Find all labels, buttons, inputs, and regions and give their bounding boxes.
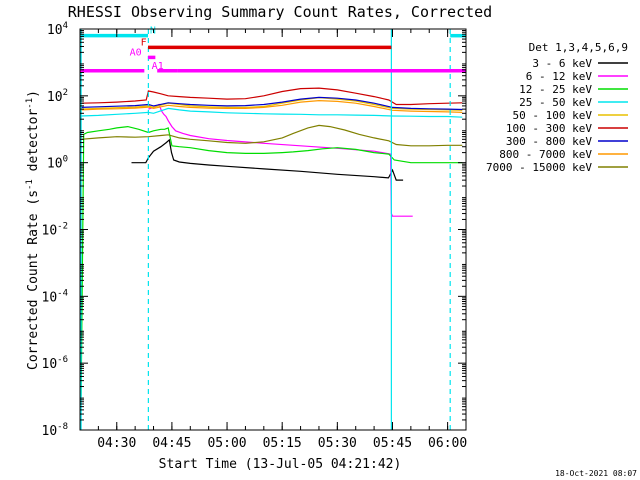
y-tick-label-3: 10-4 — [42, 288, 69, 305]
series-line-9 — [81, 124, 463, 147]
axes-layer: 04:30 04:45 05:00 05:15 05:30 05:45 06:00 10-8 1… — [42, 21, 468, 451]
flag-label-n: N — [150, 26, 156, 37]
legend-entry-label-6: 100 - 300 keV — [506, 122, 592, 135]
legend-entry-label-3: 12 - 25 keV — [519, 83, 592, 96]
series-line-8 — [81, 99, 463, 113]
flag-label-a1: A1 — [152, 61, 164, 72]
chart-title: RHESSI Observing Summary Count Rates, Co… — [68, 3, 492, 21]
legend-entry-label-7: 300 - 800 keV — [506, 135, 592, 148]
legend-entry-label-9: 7000 - 15000 keV — [486, 161, 592, 174]
series-line-5 — [81, 97, 463, 111]
series-line-6 — [81, 87, 463, 106]
series-line-7 — [81, 96, 463, 111]
legend-header: Det 1,3,4,5,6,9 — [529, 41, 628, 54]
legend-entry-label-1: 3 - 6 keV — [532, 57, 592, 70]
y-tick-label-5: 100 — [47, 155, 68, 172]
legend-entry-label-2: 6 - 12 keV — [526, 70, 593, 83]
flag-label-f: F — [141, 37, 147, 48]
series-line-4 — [81, 107, 463, 118]
legend-entry-label-5: 50 - 100 keV — [513, 109, 593, 122]
x-tick-label-6: 05:45 — [373, 436, 412, 451]
x-tick-label-4: 05:15 — [263, 436, 302, 451]
series-line-1 — [131, 138, 404, 181]
y-tick-label-2: 10-6 — [42, 355, 69, 372]
y-tick-label-4: 10-2 — [42, 222, 69, 239]
y-tick-label-1: 10-8 — [42, 422, 69, 439]
flag-label-a0: A0 — [130, 47, 142, 58]
footer-date: 18-Oct-2021 08:07 — [555, 469, 637, 478]
x-tick-label-3: 05:00 — [207, 436, 246, 451]
series-layer — [80, 87, 463, 397]
y-tick-label-7: 104 — [47, 21, 68, 38]
x-tick-label-7: 06:00 — [428, 436, 467, 451]
x-tick-label-5: 05:30 — [318, 436, 357, 451]
x-tick-label-1: 04:30 — [97, 436, 136, 451]
y-axis-label: Corrected Count Rate (s-1 detector-1) — [25, 90, 41, 370]
legend-entry-label-8: 800 - 7000 keV — [499, 148, 592, 161]
legend-entry-label-4: 25 - 50 keV — [519, 96, 592, 109]
x-tick-label-2: 04:45 — [152, 436, 191, 451]
y-tick-label-6: 102 — [47, 88, 68, 105]
x-axis-label: Start Time (13-Jul-05 04:21:42) — [159, 457, 402, 472]
series-line-3 — [80, 125, 463, 397]
